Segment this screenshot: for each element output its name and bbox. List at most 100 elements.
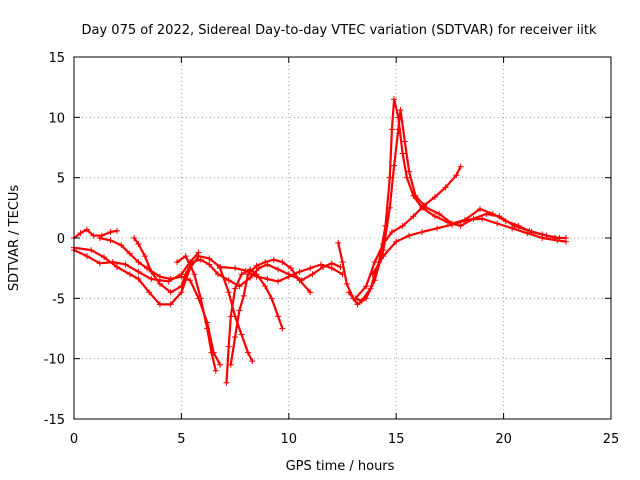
data-point xyxy=(96,235,103,241)
data-point xyxy=(182,253,189,260)
data-point xyxy=(174,259,181,266)
series-arc-1 xyxy=(71,226,120,241)
data-point xyxy=(232,333,239,340)
data-point xyxy=(141,253,148,260)
data-point xyxy=(101,254,108,261)
data-point xyxy=(167,289,174,296)
data-point xyxy=(515,222,522,229)
data-point xyxy=(178,273,185,280)
series-arc-3 xyxy=(71,244,346,308)
series-arc-4 xyxy=(96,235,224,368)
x-tick-label: 10 xyxy=(281,432,298,447)
data-point xyxy=(431,193,438,200)
data-point xyxy=(156,273,163,280)
series-arc-6 xyxy=(174,253,219,374)
data-point xyxy=(236,283,243,290)
data-point xyxy=(442,184,449,191)
x-tick-label: 20 xyxy=(495,432,512,447)
data-point xyxy=(244,349,251,356)
data-point xyxy=(262,259,269,266)
data-point xyxy=(343,280,350,287)
data-point xyxy=(113,263,120,270)
data-point xyxy=(206,255,213,262)
data-point xyxy=(232,265,239,272)
data-point xyxy=(296,277,303,284)
data-point xyxy=(253,262,260,269)
data-point xyxy=(363,283,370,290)
data-point xyxy=(135,268,142,275)
y-tick-label: -10 xyxy=(44,353,65,368)
data-point xyxy=(214,271,221,278)
data-point xyxy=(197,295,204,302)
data-point xyxy=(225,277,232,284)
data-point xyxy=(354,301,361,308)
data-point xyxy=(369,271,376,278)
data-point xyxy=(197,256,204,263)
data-point xyxy=(296,268,303,275)
data-point xyxy=(421,202,428,209)
data-point xyxy=(457,222,464,229)
data-point xyxy=(401,138,408,145)
data-point xyxy=(268,295,275,302)
data-point xyxy=(380,241,387,248)
data-point xyxy=(275,266,282,273)
data-point xyxy=(206,261,213,268)
series-line xyxy=(347,109,561,306)
data-point xyxy=(227,361,234,368)
data-point xyxy=(395,126,402,133)
data-point xyxy=(399,222,406,229)
data-point xyxy=(238,271,245,278)
data-point xyxy=(244,271,251,278)
data-point xyxy=(225,343,232,350)
data-point xyxy=(287,265,294,272)
data-point xyxy=(307,265,314,272)
data-point xyxy=(182,271,189,278)
data-point xyxy=(167,276,174,283)
data-point xyxy=(238,331,245,338)
data-point xyxy=(279,259,286,266)
data-point xyxy=(431,213,438,220)
data-point xyxy=(126,250,133,257)
data-point xyxy=(126,271,133,278)
data-point xyxy=(335,239,342,246)
data-point xyxy=(309,271,316,278)
series-arc-11 xyxy=(345,107,563,308)
series-arc-13 xyxy=(369,215,569,278)
x-tick-label: 0 xyxy=(70,432,78,447)
data-point xyxy=(339,259,346,266)
data-point xyxy=(225,289,232,296)
data-point xyxy=(249,358,256,365)
data-point xyxy=(212,367,219,374)
data-point xyxy=(156,301,163,308)
data-point xyxy=(223,379,230,386)
data-point xyxy=(146,289,153,296)
data-point xyxy=(388,228,395,235)
data-point xyxy=(410,213,417,220)
series-line xyxy=(229,258,312,366)
y-tick-label: 10 xyxy=(48,111,65,126)
data-point xyxy=(380,253,387,260)
data-point xyxy=(371,277,378,284)
grid-layer xyxy=(74,57,611,419)
data-point xyxy=(262,283,269,290)
data-point xyxy=(113,227,120,234)
series-arc-9 xyxy=(217,265,256,365)
data-point xyxy=(191,271,198,278)
series-arc-12 xyxy=(352,163,464,302)
data-point xyxy=(232,313,239,320)
data-point xyxy=(236,307,243,314)
y-tick-label: -5 xyxy=(52,292,65,307)
data-point xyxy=(204,325,211,332)
data-point xyxy=(195,253,202,260)
data-point xyxy=(83,226,90,233)
data-point xyxy=(232,285,239,292)
data-point xyxy=(83,253,90,260)
data-point xyxy=(135,241,142,248)
data-point xyxy=(208,349,215,356)
data-point xyxy=(275,278,282,285)
data-point xyxy=(275,313,282,320)
data-point xyxy=(253,271,260,278)
data-point xyxy=(178,289,185,296)
data-point xyxy=(240,292,247,299)
x-tick-label: 15 xyxy=(388,432,405,447)
